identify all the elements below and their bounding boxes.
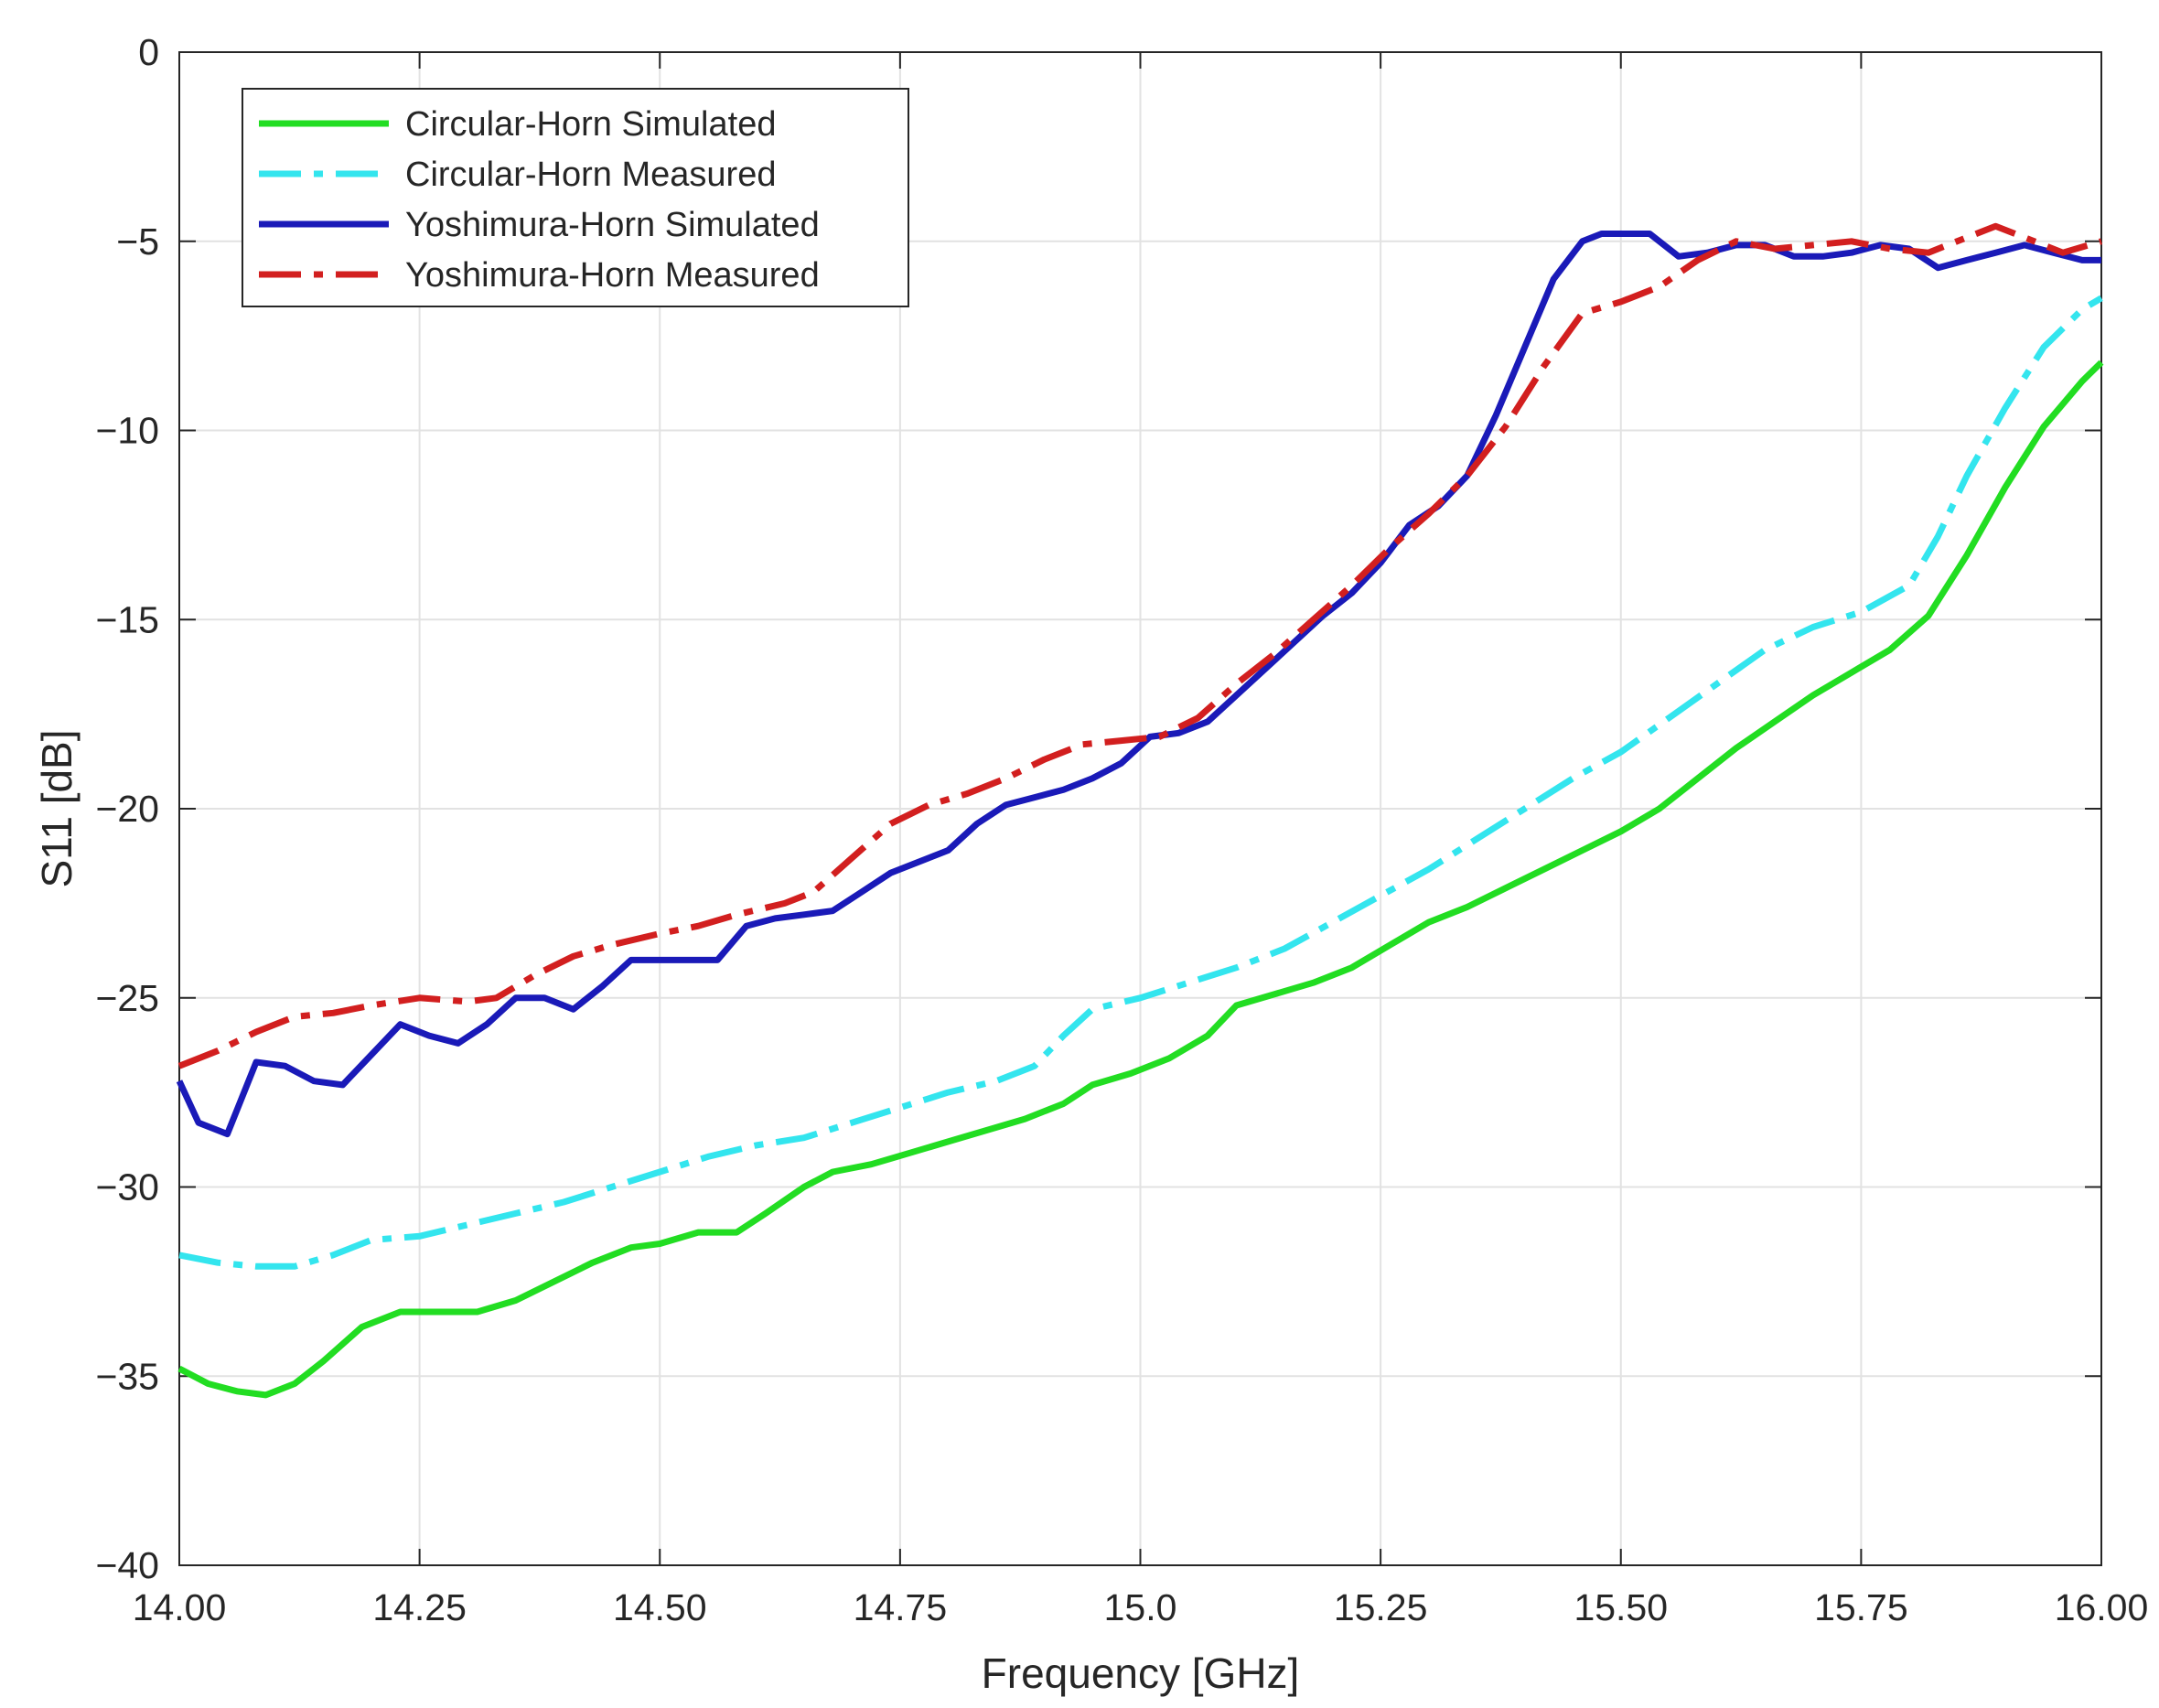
legend-label-circular-horn-measured: Circular-Horn Measured xyxy=(405,156,776,194)
legend: Circular-Horn Simulated Circular-Horn Mea… xyxy=(242,88,909,307)
series-line-yoshimura-horn-measured xyxy=(177,222,2102,1069)
y-tick-label: −5 xyxy=(116,220,159,263)
x-tick-label: 14.75 xyxy=(854,1586,948,1628)
x-axis-label: Frequency [GHz] xyxy=(982,1649,1300,1697)
y-tick-label: −30 xyxy=(95,1166,159,1208)
x-tick-label: 15.0 xyxy=(1104,1586,1177,1628)
y-tick-label: −25 xyxy=(95,977,159,1019)
data-series xyxy=(176,222,2104,1399)
y-tick-label: 0 xyxy=(138,31,159,73)
x-tick-label: 15.25 xyxy=(1334,1586,1428,1628)
x-tick-label: 14.50 xyxy=(613,1586,707,1628)
axis-ticks: 14.00 14.25 14.50 14.75 15.0 15.25 15.50 15.75 1… xyxy=(95,31,2148,1628)
y-tick-label: −15 xyxy=(95,598,159,640)
y-tick-label: −20 xyxy=(95,788,159,830)
series-line-yoshimura-horn-simulated xyxy=(176,231,2101,1138)
legend-label-circular-horn-simulated: Circular-Horn Simulated xyxy=(405,105,776,144)
series-line-circular-horn-measured xyxy=(178,295,2103,1270)
x-tick-label: 16.00 xyxy=(2055,1586,2149,1628)
x-tick-label: 14.25 xyxy=(372,1586,467,1628)
x-tick-label: 15.75 xyxy=(1814,1586,1908,1628)
legend-label-yoshimura-horn-simulated: Yoshimura-Horn Simulated xyxy=(405,206,820,244)
y-tick-label: −40 xyxy=(95,1544,159,1586)
legend-label-yoshimura-horn-measured: Yoshimura-Horn Measured xyxy=(405,256,820,295)
y-axis-label: S11 [dB] xyxy=(33,729,81,887)
x-tick-label: 14.00 xyxy=(133,1586,227,1628)
y-tick-label: −35 xyxy=(95,1355,159,1397)
x-tick-label: 15.50 xyxy=(1574,1586,1668,1628)
series-line-circular-horn-simulated xyxy=(177,360,2104,1399)
y-tick-label: −10 xyxy=(95,410,159,452)
